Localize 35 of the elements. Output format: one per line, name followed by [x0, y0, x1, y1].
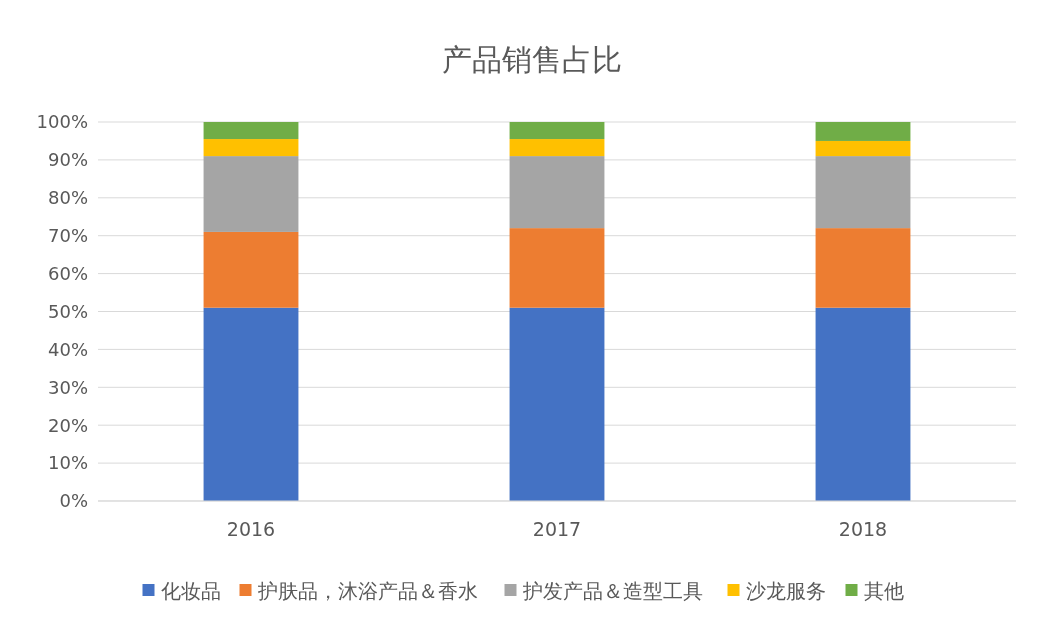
- x-tick-label: 2017: [532, 518, 582, 540]
- legend-label: 化妆品: [160, 579, 221, 603]
- legend-label: 沙龙服务: [745, 579, 826, 603]
- y-tick-label: 100%: [36, 111, 88, 133]
- bar: [509, 156, 605, 229]
- bar: [815, 228, 911, 308]
- legend-label: 护发产品＆造型工具: [521, 579, 703, 603]
- bar: [815, 156, 911, 229]
- bar: [203, 231, 299, 308]
- bar: [509, 139, 605, 157]
- y-tick-label: 80%: [47, 187, 88, 209]
- bar: [815, 140, 911, 157]
- bar: [203, 307, 299, 501]
- x-tick-label: 2016: [226, 518, 276, 540]
- chart-title: 产品销售占比: [442, 42, 622, 77]
- bar: [815, 122, 911, 141]
- y-tick-label: 90%: [47, 149, 88, 171]
- y-tick-label: 0%: [59, 490, 88, 512]
- y-tick-label: 20%: [47, 414, 88, 436]
- bar: [815, 307, 911, 501]
- y-tick-label: 10%: [47, 452, 88, 474]
- y-tick-label: 50%: [47, 300, 88, 322]
- y-tick-label: 30%: [47, 376, 88, 398]
- bar: [203, 122, 299, 140]
- bar: [203, 156, 299, 232]
- x-tick-label: 2018: [838, 518, 888, 540]
- legend-label: 护肤品，沐浴产品＆香水: [256, 579, 478, 603]
- y-tick-label: 40%: [47, 338, 88, 360]
- bar: [203, 139, 299, 157]
- bar: [509, 307, 605, 501]
- y-tick-label: 70%: [47, 225, 88, 246]
- y-tick-label: 60%: [47, 262, 88, 284]
- bar: [509, 122, 605, 140]
- legend-label: 其他: [863, 579, 904, 603]
- bar: [509, 228, 605, 308]
